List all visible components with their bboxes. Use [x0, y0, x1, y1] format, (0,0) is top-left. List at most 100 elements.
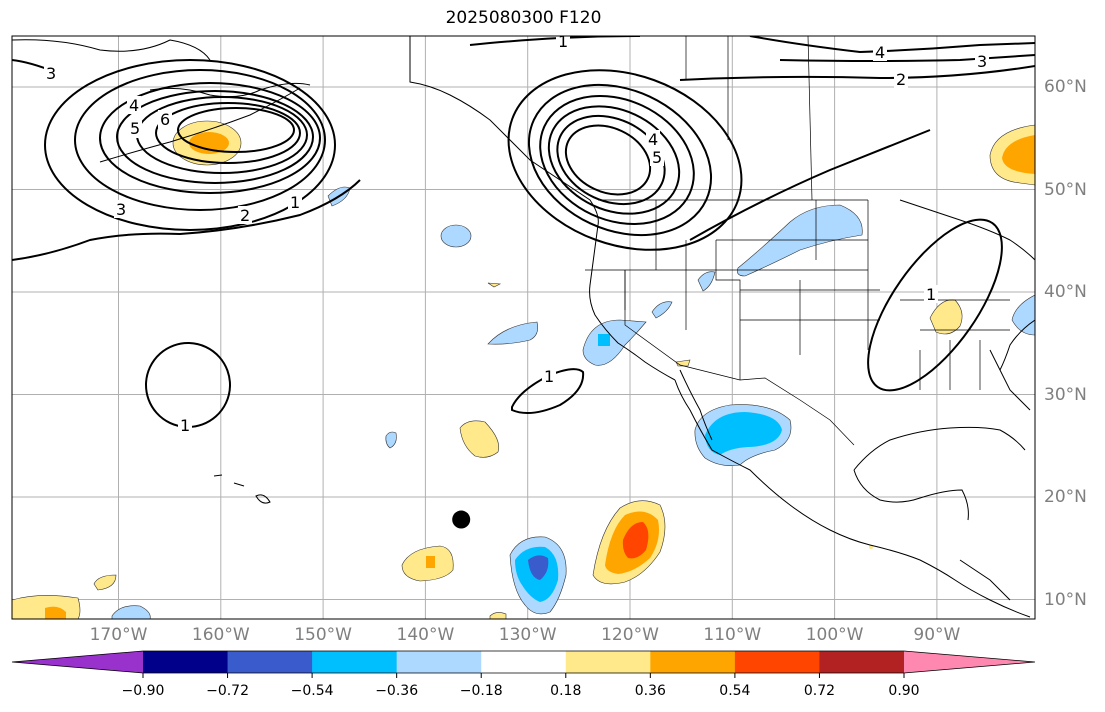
state-line-5 — [715, 240, 741, 380]
longitude-label: 120°W — [601, 625, 659, 645]
map-frame — [11, 35, 1036, 620]
warm-anomaly-ohio — [929, 299, 963, 335]
longitude-label: 160°W — [191, 625, 250, 645]
colorbar-tick-label: −0.36 — [375, 683, 419, 699]
hawaii-1 — [213, 474, 223, 477]
contours — [12, 36, 1035, 428]
alaska-south-coast — [149, 82, 311, 98]
colorbar-tick-label: 0.90 — [888, 683, 920, 699]
contour-aleutian-3 — [74, 69, 326, 211]
contour-label: 1 — [290, 193, 300, 212]
longitude-label: 150°W — [294, 625, 352, 645]
colorbar-tick-label: −0.90 — [121, 683, 165, 699]
contour-bc-5 — [564, 124, 652, 196]
shaded-fields — [12, 120, 1035, 619]
latitude-label: 20°N — [1044, 487, 1087, 507]
colorbar-segment — [819, 651, 905, 673]
warm-blob-bottom — [489, 612, 507, 619]
colorbar-segment — [396, 651, 482, 673]
cold-anomaly-tropical-core — [528, 555, 549, 580]
colorbar-segment — [227, 651, 313, 673]
warm-blob-sw-2-core — [45, 606, 66, 619]
contour-label: 3 — [116, 200, 126, 219]
warm-anomaly-aleutian-core — [189, 132, 229, 154]
contour-label: 1 — [558, 32, 568, 51]
warm-blob-small — [487, 282, 502, 288]
central-america-coast — [959, 559, 1011, 601]
mexico-pacific-coast — [674, 379, 1031, 618]
latitude-label: 60°N — [1044, 77, 1087, 97]
us-west-coast — [589, 224, 676, 381]
warm-dot — [869, 545, 873, 549]
latitude-label: 30°N — [1044, 384, 1087, 405]
contour-label: 6 — [160, 110, 170, 129]
cold-blob-5 — [697, 271, 716, 292]
colorbar-segment — [904, 651, 1035, 673]
longitude-label: 90°W — [913, 625, 961, 645]
colorbar-segment — [734, 651, 820, 673]
colorbar-tick-label: −0.54 — [290, 683, 334, 699]
gulf-mexico-coast — [853, 426, 1026, 471]
cold-blob-sw — [111, 605, 151, 619]
colorbar-tick-label: 0.18 — [550, 683, 582, 699]
contour-label: 2 — [896, 70, 906, 89]
contour-label: 1 — [180, 416, 190, 435]
siberia-coast — [12, 39, 211, 61]
storm-marker — [452, 510, 471, 529]
longitude-label: 110°W — [703, 625, 762, 645]
latitude-label: 50°N — [1044, 179, 1087, 200]
cold-blob-4 — [651, 301, 673, 319]
gulf-alaska-bc-coast — [409, 36, 599, 226]
warm-blob-subtropical — [459, 420, 499, 458]
colorbar-tick-label: −0.72 — [206, 683, 249, 699]
contour-bc-3 — [547, 105, 681, 215]
contour-aleutian-1 — [116, 90, 314, 184]
contour-canada-1 — [689, 129, 931, 241]
contour-aleutian-outer — [44, 59, 336, 231]
cold-anomaly-california-core — [598, 334, 610, 346]
contour-aleutian-2 — [99, 82, 321, 194]
warm-blob-tropical-1-core — [426, 556, 435, 568]
cold-blob-2 — [440, 224, 472, 248]
map-title: 2025080300 F120 — [445, 8, 602, 28]
contour-label: 1 — [926, 285, 936, 304]
longitude-label: 140°W — [396, 625, 455, 645]
baja-coast — [679, 369, 713, 441]
contour-aleutian-6 — [177, 107, 295, 153]
contour-subtropical-1 — [145, 342, 231, 428]
contour-bc-2 — [539, 94, 695, 226]
cold-anomaly-plains — [737, 204, 863, 277]
florida-coast — [989, 349, 1031, 411]
canada-province-2 — [807, 36, 813, 201]
hawaii-3 — [255, 494, 271, 504]
colorbar-segment — [312, 651, 398, 673]
latitude-label: 10°N — [1044, 589, 1087, 610]
warm-blob-sw-1 — [93, 574, 117, 591]
contour-label: 1 — [544, 367, 554, 386]
coastlines — [12, 36, 1035, 618]
yucatan-coast — [853, 469, 969, 521]
map-panel: 3 4 5 6 3 2 1 1 4 3 2 4 5 1 — [11, 32, 1036, 620]
contour-label: 3 — [46, 64, 56, 83]
cold-anomaly-california — [582, 319, 647, 366]
colorbar-segment — [12, 651, 143, 673]
aleutian-chain — [99, 87, 301, 163]
contour-label: 4 — [129, 96, 139, 115]
contour-subtropical-2 — [511, 368, 585, 415]
cold-anomaly-gulf-california-core — [705, 412, 782, 455]
warm-anomaly-tropical-east-core — [622, 522, 649, 559]
cold-anomaly-east-coast — [1011, 294, 1035, 336]
colorbar-segment — [143, 651, 229, 673]
contour-west-3 — [12, 179, 361, 261]
east-coast — [999, 319, 1035, 371]
warm-anomaly-northeast-core — [1002, 135, 1035, 174]
contour-label: 3 — [977, 52, 987, 71]
contour-bc-outer — [507, 69, 743, 251]
colorbar-tick-label: 0.54 — [719, 683, 751, 699]
latitude-label: 40°N — [1044, 282, 1087, 302]
contour-north-2 — [679, 65, 1035, 81]
colorbar-outline — [11, 650, 1036, 674]
great-lakes-coast — [899, 199, 1035, 261]
contour-bc-1 — [527, 83, 713, 237]
longitude-label: 130°W — [498, 625, 557, 645]
